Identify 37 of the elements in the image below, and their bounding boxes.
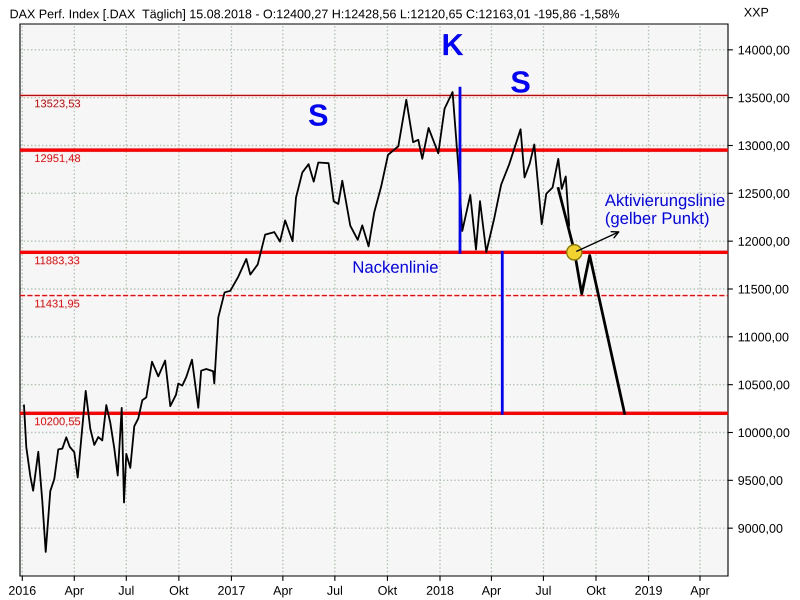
ref-line-label: 10200,55 bbox=[35, 417, 80, 427]
chart-title: DAX Perf. Index [.DAX Täglich] 15.08.2018 - O:12400,27 H:12428,56 L:12120,65 C:12163,01 -195,86 -1,58% bbox=[10, 9, 620, 21]
y-tick-label: 12500,00 bbox=[738, 189, 790, 200]
y-tick-label: 11500,00 bbox=[738, 284, 788, 296]
x-tick-label: Jul bbox=[327, 586, 342, 595]
y-tick-label: 12000,00 bbox=[738, 236, 790, 248]
annotation: Nackenlinie bbox=[354, 260, 438, 273]
y-tick-label: 10500,00 bbox=[738, 380, 790, 391]
y-tick-label: 11000,00 bbox=[738, 332, 788, 343]
y-tick-label: 14000,00 bbox=[738, 46, 790, 56]
x-tick-label: Jul bbox=[536, 586, 551, 595]
y-axis-title: XXP bbox=[744, 8, 768, 16]
x-tick-label: 2018 bbox=[426, 586, 454, 595]
y-tick-label: 10000,00 bbox=[738, 428, 790, 439]
x-tick-label: Apr bbox=[482, 586, 501, 598]
annotation: Aktivierungslinie (gelber Punkt) bbox=[604, 194, 725, 228]
x-tick-label: Apr bbox=[64, 586, 84, 598]
x-tick-label: Okt bbox=[378, 586, 398, 595]
y-tick-label: 9000,00 bbox=[738, 524, 782, 534]
x-tick-label: Apr bbox=[690, 586, 710, 598]
x-tick-label: 2017 bbox=[218, 586, 245, 595]
annotation: S bbox=[511, 71, 530, 93]
y-tick-label: 13000,00 bbox=[738, 141, 790, 152]
x-tick-label: Okt bbox=[586, 586, 606, 595]
annotation: K bbox=[444, 34, 464, 56]
x-tick-label: Apr bbox=[273, 586, 292, 598]
x-tick-label: Okt bbox=[170, 586, 188, 595]
ref-line-label: 13523,53 bbox=[35, 100, 80, 109]
y-tick-label: 13500,00 bbox=[738, 93, 790, 104]
annotation: S bbox=[308, 104, 328, 126]
y-tick-label: 9500,00 bbox=[738, 476, 782, 486]
x-tick-label: Jul bbox=[118, 586, 134, 595]
ref-line-label: 11883,33 bbox=[35, 256, 80, 266]
ref-line-label: 11431,95 bbox=[35, 300, 80, 309]
x-tick-label: 2019 bbox=[635, 586, 662, 595]
x-tick-label: 2016 bbox=[9, 586, 36, 595]
ref-line-label: 12951,48 bbox=[35, 154, 80, 164]
